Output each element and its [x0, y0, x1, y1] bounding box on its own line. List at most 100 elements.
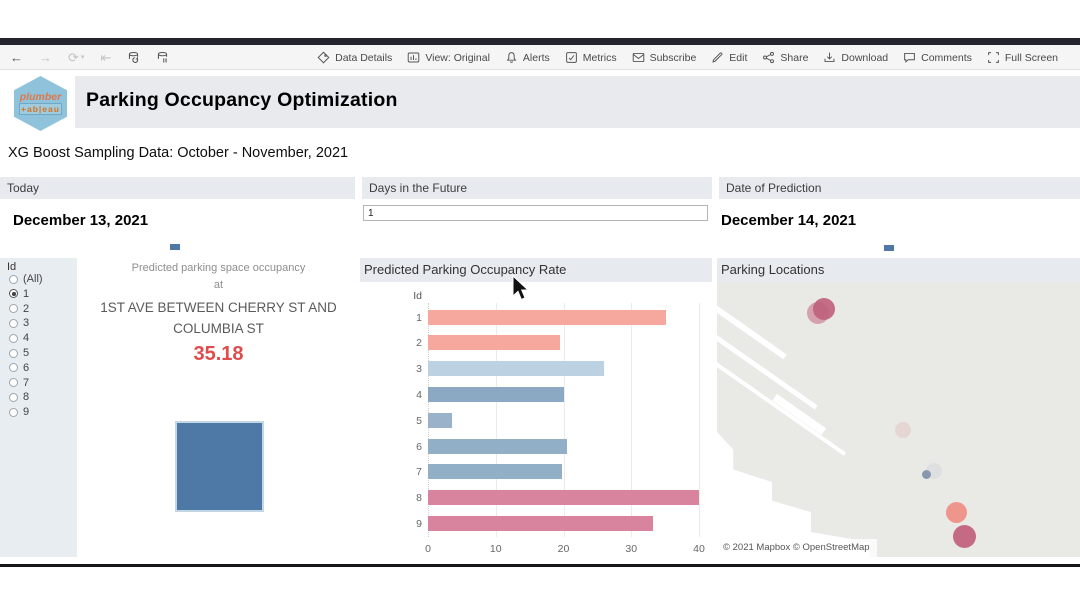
today-date-value: December 13, 2021: [13, 212, 149, 229]
bar-label-1: 1: [416, 311, 422, 324]
id-filter-panel: Id (All) 1 2 3 4 5 6 7 8 9: [0, 258, 77, 557]
map-street: [772, 394, 827, 435]
tableau-toolbar: ← → ⟳ ▾ ⇤ Data Details View: Original Alerts Me…: [0, 45, 1080, 70]
map-attribution: © 2021 Mapbox © OpenStreetMap: [717, 539, 877, 557]
id-filter-option-1[interactable]: 1: [9, 287, 29, 301]
toolbar-actions: Data Details View: Original Alerts Metrics S…: [317, 45, 1058, 70]
map-title: Parking Locations: [717, 258, 1080, 282]
header-band: [75, 76, 1080, 128]
logo-text-tableau: +ab|eau: [19, 103, 62, 115]
back-icon[interactable]: ←: [10, 50, 23, 65]
page-title: Parking Occupancy Optimization: [86, 89, 398, 111]
id-filter-option-all[interactable]: (All): [9, 272, 43, 286]
bar-label-6: 6: [416, 440, 422, 453]
toolbar-item-download[interactable]: Download: [823, 51, 888, 64]
radio-button[interactable]: [9, 348, 18, 358]
toolbar-item-comments[interactable]: Comments: [903, 51, 972, 64]
parking-location-dot-5[interactable]: [921, 469, 931, 479]
id-filter-option-8[interactable]: 8: [9, 390, 29, 404]
radio-button[interactable]: [9, 318, 18, 328]
gridline-10: [495, 303, 497, 537]
parking-locations-map[interactable]: © 2021 Mapbox © OpenStreetMap: [717, 282, 1080, 557]
bar-id-7[interactable]: [428, 464, 563, 480]
x-tick-30: 30: [625, 543, 638, 555]
radio-button[interactable]: [9, 274, 18, 284]
bar-label-5: 5: [416, 414, 422, 427]
ban-location-text: 1ST AVE BETWEEN CHERRY ST AND COLUMBIA S…: [100, 300, 337, 336]
radio-button[interactable]: [9, 407, 18, 417]
toolbar-item-subscribe[interactable]: Subscribe: [632, 51, 696, 64]
id-filter-option-3[interactable]: 3: [9, 316, 29, 330]
pause-updates-icon[interactable]: [156, 51, 169, 65]
bar-id-1[interactable]: [428, 309, 667, 325]
parking-location-dot-3[interactable]: [895, 422, 911, 438]
id-filter-option-9[interactable]: 9: [9, 405, 29, 419]
toolbar-item-edit[interactable]: Edit: [711, 51, 747, 64]
bar-label-8: 8: [416, 492, 422, 505]
days-in-future-input[interactable]: [363, 205, 708, 221]
bar-id-5[interactable]: [428, 412, 453, 428]
gridline-20: [563, 303, 565, 537]
pencil-icon: [712, 52, 723, 63]
window-chrome-bar: [0, 38, 1080, 45]
comment-icon: [904, 52, 915, 63]
id-filter-option-4[interactable]: 4: [9, 331, 29, 345]
id-filter-label: Id: [7, 261, 17, 273]
radio-button[interactable]: [9, 333, 18, 343]
gridline-40: [699, 303, 700, 537]
parking-location-dot-6[interactable]: [945, 501, 967, 523]
id-filter-option-5[interactable]: 5: [9, 346, 29, 360]
ban-square-mark[interactable]: [175, 421, 264, 512]
tag-icon: [317, 51, 330, 64]
x-tick-40: 40: [693, 543, 705, 555]
bar-id-2[interactable]: [428, 335, 561, 351]
map-street: [717, 300, 787, 360]
id-filter-option-2[interactable]: 2: [9, 302, 29, 316]
toolbar-item-metrics[interactable]: Metrics: [565, 51, 617, 64]
bar-id-6[interactable]: [428, 438, 567, 454]
bell-icon: [506, 52, 517, 63]
mouse-cursor: [512, 275, 530, 301]
refresh-data-icon[interactable]: [127, 51, 140, 65]
scrollbar-thumb-prediction[interactable]: [884, 245, 894, 251]
ban-caption-line2: at: [213, 279, 224, 291]
bar-id-4[interactable]: [428, 386, 564, 402]
plumber-tableau-logo: plumber +ab|eau: [14, 76, 67, 131]
bar-label-4: 4: [416, 388, 422, 401]
bar-id-8[interactable]: [428, 490, 699, 506]
parking-location-dot-7[interactable]: [952, 524, 976, 548]
radio-button[interactable]: [9, 378, 18, 388]
skip-to-start-icon[interactable]: ⇤: [100, 50, 112, 65]
bottom-border-line: [0, 564, 1080, 567]
panel-header-date-of-prediction: Date of Prediction: [719, 177, 1080, 199]
redo-icon[interactable]: ⟳ ▾: [68, 50, 85, 65]
panel-header-days-in-future: Days in the Future: [362, 177, 712, 199]
radio-button[interactable]: [9, 304, 18, 314]
toolbar-item-view-original[interactable]: View: Original: [407, 51, 490, 64]
prediction-date-value: December 14, 2021: [721, 212, 857, 229]
bar-label-3: 3: [416, 363, 422, 376]
toolbar-item-full-screen[interactable]: Full Screen: [987, 51, 1058, 64]
bar-id-9[interactable]: [428, 515, 653, 531]
bar-chart-id-column-header: Id: [413, 290, 422, 302]
fullscreen-icon: [988, 52, 999, 63]
toolbar-item-alerts[interactable]: Alerts: [505, 51, 550, 64]
radio-button[interactable]: [9, 392, 18, 402]
forward-icon[interactable]: →: [39, 50, 52, 65]
radio-button[interactable]: [9, 289, 18, 299]
bar-id-3[interactable]: [428, 361, 605, 377]
radio-button[interactable]: [9, 363, 18, 373]
ban-caption-line1: Predicted parking space occupancy: [131, 262, 306, 274]
x-tick-0: 0: [425, 543, 431, 555]
scrollbar-thumb-today[interactable]: [170, 244, 180, 250]
toolbar-item-data-details[interactable]: Data Details: [317, 51, 392, 64]
share-icon: [763, 51, 775, 64]
parking-location-dot-2[interactable]: [813, 298, 835, 320]
id-filter-option-7[interactable]: 7: [9, 376, 29, 390]
toolbar-item-share[interactable]: Share: [762, 51, 808, 64]
bar-chart-title: Predicted Parking Occupancy Rate: [360, 258, 712, 282]
panel-header-today: Today: [0, 177, 355, 199]
toolbar-nav-group: ← → ⟳ ▾ ⇤: [10, 45, 169, 70]
id-filter-option-6[interactable]: 6: [9, 361, 29, 375]
bar-label-2: 2: [416, 337, 422, 350]
